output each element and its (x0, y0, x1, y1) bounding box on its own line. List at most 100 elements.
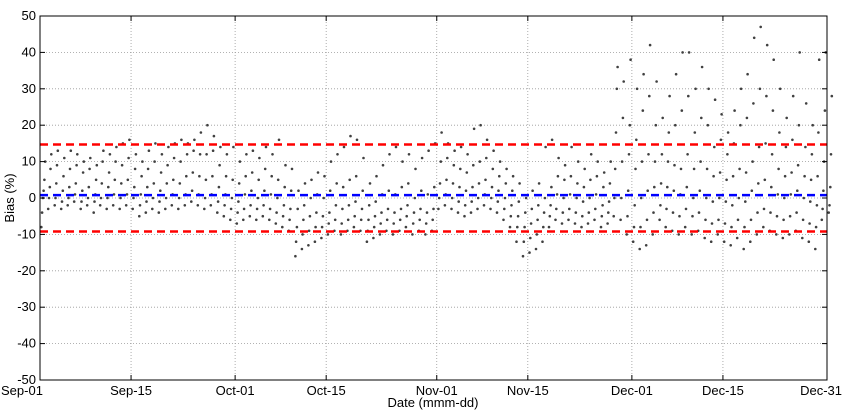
data-point (711, 200, 715, 203)
data-point (816, 174, 819, 178)
data-point (218, 163, 221, 167)
data-point (588, 196, 591, 200)
data-point (55, 182, 58, 185)
data-point (677, 233, 680, 236)
data-point (321, 214, 325, 218)
data-point (424, 233, 427, 236)
data-point (505, 167, 508, 171)
data-point (360, 207, 364, 211)
data-point (367, 218, 370, 222)
data-point (420, 156, 424, 160)
data-point (59, 207, 63, 211)
data-point (560, 222, 564, 225)
data-point (269, 193, 273, 196)
data-point (765, 43, 769, 47)
data-point (820, 218, 824, 222)
data-point (297, 189, 300, 192)
data-point (490, 185, 494, 189)
data-point (92, 211, 95, 214)
data-point (457, 200, 461, 203)
reference-lines (40, 143, 827, 233)
data-point (477, 182, 481, 185)
data-point (432, 207, 435, 211)
data-point (690, 233, 693, 236)
data-point (549, 204, 552, 207)
data-point (609, 160, 612, 163)
data-point (425, 211, 429, 214)
data-point (438, 182, 442, 185)
data-point (114, 160, 117, 163)
data-point (307, 244, 310, 247)
data-point (309, 196, 313, 200)
data-point (340, 222, 344, 225)
data-point (381, 163, 385, 167)
data-point (99, 196, 103, 200)
data-point (765, 94, 768, 98)
data-point (745, 116, 749, 120)
data-point (503, 196, 507, 200)
data-point (537, 182, 541, 185)
data-point (511, 174, 515, 178)
data-point (478, 160, 482, 163)
data-point (616, 65, 619, 69)
data-point (464, 189, 468, 192)
data-point (808, 222, 811, 225)
data-point (139, 193, 143, 196)
data-point (576, 160, 580, 163)
data-point (264, 145, 268, 149)
data-point (712, 174, 715, 178)
data-point (796, 163, 800, 167)
data-point (79, 207, 82, 211)
data-point (380, 211, 383, 214)
data-point (446, 156, 449, 160)
data-point (342, 145, 346, 149)
data-point (815, 204, 819, 207)
data-point (101, 160, 104, 163)
data-point (639, 196, 643, 200)
data-point (629, 58, 632, 61)
data-point (334, 204, 338, 207)
data-point (106, 196, 109, 200)
data-point (87, 185, 91, 189)
data-point (326, 233, 330, 236)
data-point (700, 65, 704, 69)
data-point (288, 218, 291, 222)
data-point (772, 58, 775, 61)
data-point (789, 193, 793, 196)
data-point (231, 178, 234, 182)
data-point (664, 225, 667, 229)
data-point (327, 222, 331, 225)
data-point (599, 225, 603, 229)
data-point (450, 196, 454, 200)
data-point (82, 160, 86, 163)
data-point (178, 182, 182, 185)
data-point (814, 247, 817, 251)
data-point (543, 196, 547, 200)
data-point (484, 178, 487, 182)
data-point (660, 153, 664, 156)
data-point (456, 211, 460, 214)
data-point (479, 123, 482, 127)
data-point (66, 204, 69, 207)
data-point (796, 189, 799, 192)
data-point (199, 131, 203, 134)
data-point (270, 174, 274, 178)
data-point (307, 229, 311, 233)
data-point (359, 218, 363, 222)
data-point (113, 178, 117, 182)
data-point (126, 178, 130, 182)
data-point (40, 225, 43, 229)
data-point (502, 218, 505, 222)
data-point (489, 207, 492, 211)
data-point (315, 211, 318, 214)
data-point (762, 207, 766, 211)
data-point (313, 240, 317, 243)
data-point (88, 167, 91, 171)
data-point (431, 218, 435, 222)
data-point (485, 138, 489, 142)
data-point (48, 185, 52, 189)
data-point (157, 211, 161, 214)
data-point (698, 189, 702, 192)
data-point (427, 149, 430, 152)
data-point (151, 207, 154, 211)
